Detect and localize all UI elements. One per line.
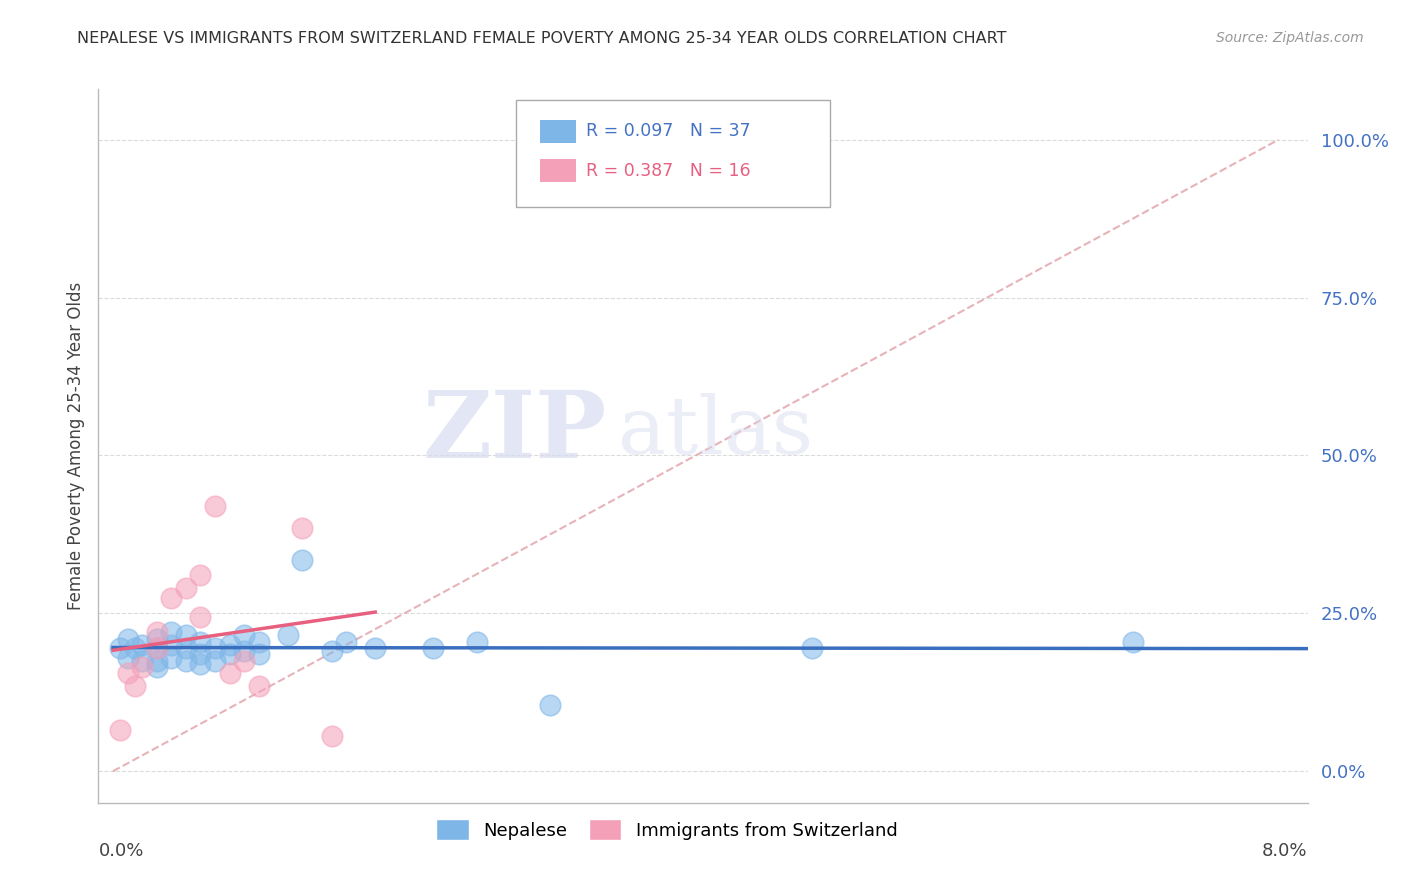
Point <box>218 638 240 652</box>
Point <box>190 648 212 662</box>
Point <box>233 644 256 658</box>
Point <box>1122 634 1144 648</box>
Point <box>160 638 183 652</box>
Point <box>277 628 299 642</box>
Text: R = 0.097   N = 37: R = 0.097 N = 37 <box>586 122 751 140</box>
Point <box>321 730 343 744</box>
Point <box>131 660 153 674</box>
Point <box>190 657 212 671</box>
Point <box>218 648 240 662</box>
Point <box>190 634 212 648</box>
Point <box>174 654 197 668</box>
Point <box>801 641 824 656</box>
Point <box>145 654 167 668</box>
Point <box>291 521 314 535</box>
Point <box>110 723 132 738</box>
Point <box>204 641 226 656</box>
Point <box>124 679 146 693</box>
Point <box>145 641 167 656</box>
Point <box>160 650 183 665</box>
Text: Source: ZipAtlas.com: Source: ZipAtlas.com <box>1216 31 1364 45</box>
Legend: Nepalese, Immigrants from Switzerland: Nepalese, Immigrants from Switzerland <box>429 812 904 847</box>
Point <box>364 641 387 656</box>
Point <box>117 650 139 665</box>
Point <box>145 632 167 646</box>
Point <box>233 654 256 668</box>
Point <box>321 644 343 658</box>
FancyBboxPatch shape <box>540 159 576 182</box>
Text: atlas: atlas <box>619 392 814 471</box>
Point <box>247 679 270 693</box>
Text: R = 0.387   N = 16: R = 0.387 N = 16 <box>586 161 751 179</box>
Point <box>117 632 139 646</box>
Point <box>124 641 146 656</box>
Point <box>174 581 197 595</box>
Point <box>291 552 314 566</box>
Point <box>145 625 167 640</box>
Point <box>174 628 197 642</box>
Point <box>233 628 256 642</box>
Point <box>174 641 197 656</box>
Text: ZIP: ZIP <box>422 387 606 476</box>
Point <box>131 638 153 652</box>
Point <box>218 666 240 681</box>
Text: 0.0%: 0.0% <box>98 842 143 860</box>
Point <box>145 660 167 674</box>
Point <box>190 609 212 624</box>
Point <box>204 499 226 513</box>
Point <box>110 641 132 656</box>
Point <box>117 666 139 681</box>
Point <box>247 634 270 648</box>
Point <box>247 648 270 662</box>
Point <box>160 625 183 640</box>
Point <box>204 654 226 668</box>
Text: NEPALESE VS IMMIGRANTS FROM SWITZERLAND FEMALE POVERTY AMONG 25-34 YEAR OLDS COR: NEPALESE VS IMMIGRANTS FROM SWITZERLAND … <box>77 31 1007 46</box>
FancyBboxPatch shape <box>540 120 576 143</box>
Point <box>145 641 167 656</box>
Y-axis label: Female Poverty Among 25-34 Year Olds: Female Poverty Among 25-34 Year Olds <box>66 282 84 610</box>
Point <box>538 698 561 712</box>
Point <box>131 654 153 668</box>
Point <box>422 641 444 656</box>
Point <box>190 568 212 582</box>
Point <box>465 634 488 648</box>
Text: 8.0%: 8.0% <box>1263 842 1308 860</box>
Point <box>160 591 183 605</box>
Point <box>335 634 357 648</box>
FancyBboxPatch shape <box>516 100 830 207</box>
